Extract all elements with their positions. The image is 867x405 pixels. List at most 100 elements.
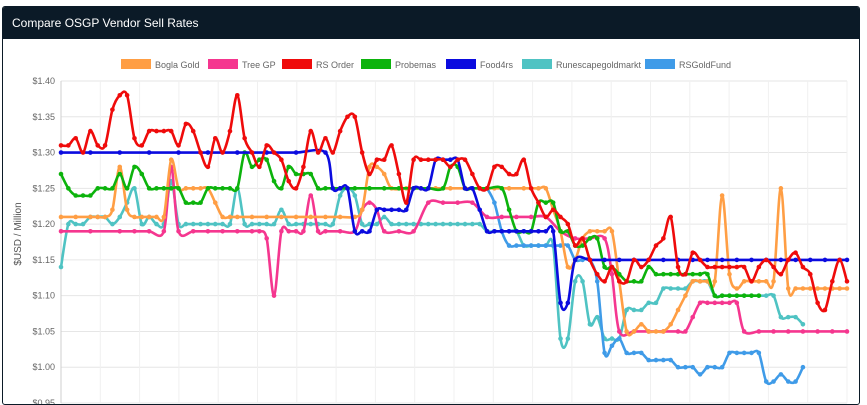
data-point[interactable] (815, 329, 820, 334)
data-point[interactable] (778, 186, 784, 191)
data-point[interactable] (359, 228, 365, 234)
data-point[interactable] (271, 150, 277, 155)
legend-item[interactable]: Food4rs (446, 59, 514, 70)
data-point[interactable] (741, 264, 747, 270)
data-point[interactable] (403, 221, 409, 227)
data-point[interactable] (462, 186, 468, 191)
data-point[interactable] (616, 336, 622, 341)
data-point[interactable] (697, 300, 703, 306)
data-point[interactable] (778, 372, 784, 377)
data-point[interactable] (499, 214, 505, 220)
data-point[interactable] (697, 279, 703, 284)
data-point[interactable] (631, 307, 637, 313)
data-point[interactable] (396, 207, 402, 213)
data-point[interactable] (234, 228, 240, 234)
data-point[interactable] (132, 214, 137, 220)
data-point[interactable] (661, 329, 666, 334)
data-point[interactable] (558, 243, 563, 248)
data-point[interactable] (734, 350, 740, 356)
data-point[interactable] (448, 186, 453, 191)
data-point[interactable] (264, 157, 269, 163)
data-point[interactable] (837, 257, 842, 263)
data-point[interactable] (374, 157, 380, 163)
data-point[interactable] (558, 300, 563, 306)
data-point[interactable] (381, 157, 387, 163)
data-point[interactable] (293, 186, 299, 191)
data-point[interactable] (293, 221, 299, 227)
data-point[interactable] (58, 171, 64, 177)
data-point[interactable] (558, 336, 563, 341)
data-point[interactable] (528, 243, 534, 248)
data-point[interactable] (249, 228, 255, 234)
data-point[interactable] (279, 228, 284, 234)
data-point[interactable] (154, 128, 159, 134)
data-point[interactable] (455, 200, 460, 205)
data-point[interactable] (785, 257, 791, 263)
data-point[interactable] (168, 186, 174, 191)
data-point[interactable] (793, 314, 798, 320)
data-point[interactable] (756, 293, 762, 298)
data-point[interactable] (756, 264, 762, 270)
data-point[interactable] (521, 157, 527, 163)
data-point[interactable] (124, 207, 130, 213)
data-point[interactable] (727, 350, 732, 356)
data-point[interactable] (624, 329, 629, 334)
data-point[interactable] (418, 186, 424, 191)
data-point[interactable] (631, 350, 637, 356)
data-point[interactable] (565, 300, 571, 306)
data-point[interactable] (293, 228, 299, 234)
data-point[interactable] (602, 236, 607, 241)
data-point[interactable] (220, 228, 225, 234)
data-point[interactable] (220, 214, 225, 220)
data-point[interactable] (528, 214, 534, 220)
data-point[interactable] (646, 300, 651, 306)
data-point[interactable] (514, 243, 519, 248)
data-point[interactable] (190, 221, 196, 227)
data-point[interactable] (565, 221, 571, 227)
legend-item[interactable]: Probemas (361, 59, 437, 70)
data-point[interactable] (308, 128, 314, 134)
data-point[interactable] (587, 257, 593, 263)
data-point[interactable] (683, 364, 688, 370)
data-point[interactable] (514, 214, 519, 220)
data-point[interactable] (484, 228, 490, 234)
data-point[interactable] (470, 186, 475, 191)
data-point[interactable] (521, 243, 527, 248)
data-point[interactable] (323, 135, 328, 141)
data-point[interactable] (315, 186, 321, 191)
data-point[interactable] (367, 171, 372, 177)
data-point[interactable] (712, 264, 718, 270)
data-point[interactable] (793, 250, 798, 256)
data-point[interactable] (844, 257, 850, 263)
data-point[interactable] (80, 150, 86, 155)
data-point[interactable] (653, 300, 659, 306)
data-point[interactable] (609, 228, 615, 234)
data-point[interactable] (741, 329, 747, 334)
data-point[interactable] (271, 221, 277, 227)
data-point[interactable] (653, 329, 659, 334)
data-point[interactable] (565, 336, 571, 341)
data-point[interactable] (374, 164, 380, 170)
data-point[interactable] (822, 257, 828, 263)
data-point[interactable] (727, 264, 732, 270)
data-point[interactable] (719, 264, 725, 270)
data-point[interactable] (594, 271, 600, 277)
data-point[interactable] (117, 214, 123, 220)
data-point[interactable] (183, 121, 189, 127)
data-point[interactable] (470, 171, 475, 177)
data-point[interactable] (139, 171, 145, 177)
data-point[interactable] (793, 257, 798, 263)
data-point[interactable] (205, 186, 211, 191)
data-point[interactable] (734, 264, 740, 270)
legend-item[interactable]: Runescapegoldmarkt (522, 59, 642, 70)
data-point[interactable] (168, 157, 174, 163)
data-point[interactable] (367, 200, 372, 205)
data-point[interactable] (88, 150, 93, 155)
data-point[interactable] (286, 164, 292, 170)
data-point[interactable] (705, 364, 710, 370)
data-point[interactable] (73, 135, 78, 141)
data-point[interactable] (484, 214, 490, 220)
data-point[interactable] (359, 221, 365, 227)
data-point[interactable] (242, 221, 247, 227)
data-point[interactable] (124, 93, 130, 98)
